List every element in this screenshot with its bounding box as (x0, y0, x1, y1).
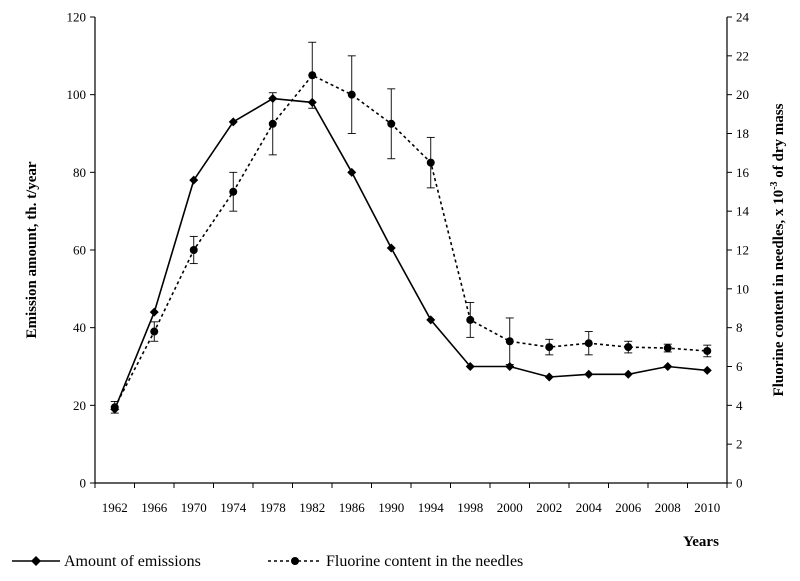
emissions-point (386, 243, 396, 253)
x-tick-label: 1974 (220, 500, 247, 515)
x-tick-label: 1966 (141, 500, 168, 515)
fluorine-point (584, 339, 593, 348)
x-tick-label: 2008 (655, 500, 681, 515)
right-tick-label: 0 (736, 476, 743, 491)
emissions-point (623, 369, 633, 379)
fluorine-point (110, 403, 119, 412)
right-tick-label: 8 (736, 320, 743, 335)
legend-label-emissions: Amount of emissions (64, 553, 201, 570)
x-tick-label: 2006 (615, 500, 642, 515)
right-tick-label: 22 (736, 48, 749, 63)
right-tick-label: 16 (736, 165, 750, 180)
fluorine-point (268, 119, 277, 128)
y2-axis-title: Fluorine content in needles, x 10-3 of d… (769, 103, 787, 396)
legend: Amount of emissions Fluorine content in … (12, 553, 523, 570)
legend-label-fluorine: Fluorine content in the needles (326, 553, 523, 570)
fluorine-point (663, 344, 672, 353)
x-tick-label: 2000 (497, 500, 523, 515)
fluorine-point (189, 246, 198, 254)
x-tick-label: 1986 (339, 500, 366, 515)
right-tick-label: 18 (736, 126, 749, 141)
fluorine-point (150, 327, 159, 336)
fluorine-point (347, 90, 356, 99)
emissions-line (114, 97, 708, 410)
left-tick-label: 60 (73, 243, 86, 258)
fluorine-point (229, 187, 238, 196)
series-lines (114, 74, 708, 410)
emissions-point (663, 362, 673, 371)
emissions-point (347, 167, 357, 177)
right-tick-label: 4 (736, 398, 743, 413)
right-tick-label: 12 (736, 243, 749, 258)
fluorine-point (466, 315, 475, 324)
left-tick-label: 80 (73, 165, 86, 180)
left-tick-label: 120 (67, 10, 87, 25)
emissions-point (228, 117, 238, 127)
x-axis-ticks: 1962 1966 1970 1974 1978 1982 1986 1990 1994 1998… (94, 483, 728, 515)
x-tick-label: 1990 (378, 500, 404, 515)
x-tick-label: 1982 (299, 500, 325, 515)
x-tick-label: 1962 (102, 500, 128, 515)
y-axis-title: Emission amount, th. t/year (24, 161, 40, 338)
right-tick-label: 10 (736, 281, 749, 296)
fluorine-point (703, 346, 712, 355)
left-axis-ticks: 0 20 40 60 80 100 120 (67, 10, 95, 491)
legend-marker-fluorine (291, 557, 299, 565)
emissions-point (307, 97, 317, 107)
left-tick-label: 100 (67, 87, 87, 102)
emissions-point (268, 94, 278, 104)
emissions-point (544, 372, 554, 382)
x-tick-label: 2002 (536, 500, 562, 515)
right-tick-label: 24 (736, 10, 750, 25)
x-tick-label: 2004 (576, 500, 603, 515)
left-tick-label: 0 (80, 476, 87, 491)
emissions-point (149, 307, 159, 317)
x-tick-label: 1994 (418, 500, 445, 515)
fluorine-point (426, 158, 435, 167)
right-tick-label: 14 (736, 204, 750, 219)
fluorine-point (387, 119, 396, 128)
right-tick-label: 2 (736, 437, 743, 452)
right-tick-label: 6 (736, 359, 743, 374)
fluorine-point (505, 337, 514, 346)
data-markers (110, 71, 712, 414)
left-tick-label: 40 (73, 320, 86, 335)
fluorine-point (545, 343, 554, 352)
emissions-point (584, 369, 594, 379)
fluorine-point (624, 343, 633, 352)
x-tick-label: 2010 (694, 500, 720, 515)
x-tick-label: 1970 (181, 500, 207, 515)
emissions-point (505, 362, 515, 371)
emissions-point (426, 315, 436, 325)
left-tick-label: 20 (73, 398, 86, 413)
emissions-point (702, 365, 712, 375)
x-tick-label: 1998 (457, 500, 483, 515)
emissions-point (465, 362, 475, 371)
x-tick-label: 1978 (260, 500, 286, 515)
fluorine-line (114, 74, 708, 408)
x-axis-title: Years (683, 534, 719, 550)
emissions-point (189, 175, 199, 185)
fluorine-point (308, 71, 317, 80)
right-tick-label: 20 (736, 87, 749, 102)
legend-marker-emissions (31, 556, 41, 566)
